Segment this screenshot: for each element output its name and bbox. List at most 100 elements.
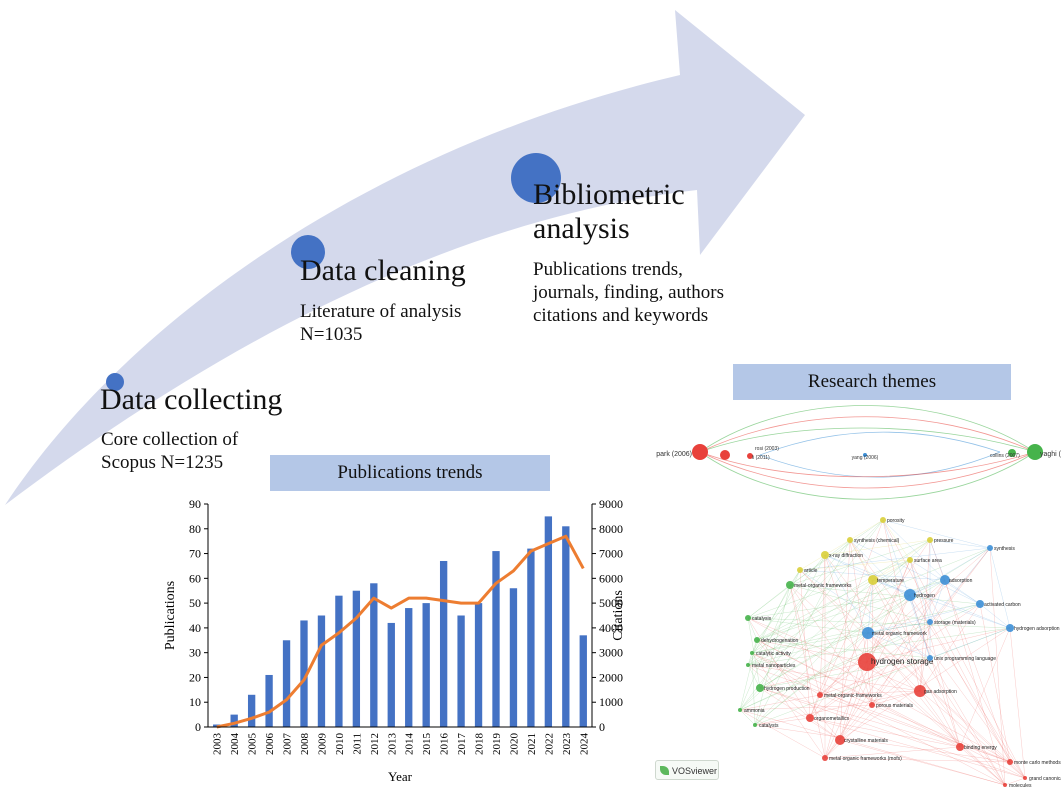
left-tick-label-80: 80 [189, 522, 201, 536]
keyword-node-yellow [927, 537, 933, 543]
keyword-edge [747, 617, 758, 641]
citations-line [216, 534, 585, 729]
keyword-edge [824, 554, 873, 706]
keyword-edge [824, 554, 1006, 786]
bar-2004 [230, 714, 238, 727]
keyword-edge [867, 603, 981, 634]
keyword-node-blue [904, 589, 916, 601]
keyword-edge [849, 519, 884, 541]
keyword-node-blue [976, 600, 984, 608]
left-tick-label-30: 30 [189, 646, 201, 660]
keyword-edge [824, 547, 991, 759]
keyword-edge [919, 621, 931, 692]
x-tick-label-2007: 2007 [282, 733, 294, 756]
right-tick-label-0: 0 [599, 720, 605, 734]
bar-2005 [247, 694, 256, 727]
citation-node [1008, 449, 1016, 457]
keyword-label-yellow: x-ray diffraction [829, 553, 863, 559]
keyword-edge [739, 694, 821, 711]
keyword-label-blue: activated carbon [984, 602, 1021, 608]
keyword-edge [756, 639, 1026, 779]
x-tick-label-2020: 2020 [508, 733, 520, 756]
keyword-edge [754, 539, 851, 726]
keyword-label-blue: adsorption [949, 578, 973, 584]
keyword-edge [747, 594, 911, 619]
keyword-node-blue [987, 545, 993, 551]
keyword-edge [759, 687, 961, 748]
bar-2009 [317, 615, 326, 727]
keyword-edge [979, 603, 1011, 629]
keyword-label-green: metal-organic frameworks [794, 583, 852, 589]
bar-2020 [509, 588, 518, 727]
keyword-node-red [1007, 759, 1013, 765]
keyword-edge [824, 539, 931, 556]
keyword-edge [754, 584, 791, 726]
left-tick-label-40: 40 [189, 621, 201, 635]
keyword-edge [909, 594, 1026, 779]
keyword-edge [1004, 777, 1026, 786]
stage-desc-cleaning: Literature of analysis N=1035 [300, 301, 462, 345]
keyword-edge [872, 579, 1011, 629]
keyword-edge [909, 594, 961, 748]
keyword-edge [819, 579, 874, 696]
x-tick-label-2013: 2013 [386, 733, 398, 756]
keyword-edge [747, 539, 851, 666]
right-tick-label-5000: 5000 [599, 596, 623, 610]
stage-title-cleaning: Data cleaning [300, 254, 466, 287]
publications-chart: 0 10 20 30 40 50 60 70 80 90 0 1000 2000 3000 4000 5000… [163, 497, 626, 784]
keyword-edge [756, 579, 946, 641]
right-tick-label-9000: 9000 [599, 497, 623, 511]
keyword-edge [747, 664, 1011, 763]
vosviewer-logo-icon [660, 766, 669, 775]
left-tick-label-0: 0 [195, 720, 201, 734]
bar-2018 [474, 603, 483, 727]
keyword-edge [751, 539, 931, 654]
keyword-edge [754, 717, 811, 726]
y2-axis-title: Citations [611, 590, 626, 641]
keyword-edge [989, 547, 1006, 786]
x-tick-label-2014: 2014 [404, 733, 416, 756]
keyword-edge [747, 617, 1011, 763]
keyword-label-green: metal nanoparticles [752, 663, 796, 669]
keyword-edge [989, 547, 1011, 629]
keyword-edge [824, 579, 874, 759]
keyword-edge [824, 554, 869, 634]
keyword-label-red: binding energy [964, 745, 997, 751]
bar-2012 [370, 583, 378, 727]
keyword-edge [1009, 761, 1026, 779]
keyword-edge [849, 539, 961, 748]
keyword-edge [751, 652, 873, 706]
keyword-edge [839, 739, 1006, 786]
keyword-edge [839, 539, 851, 741]
keyword-edge [866, 627, 1011, 663]
x-tick-label-2024: 2024 [578, 733, 590, 756]
keyword-edge [882, 519, 911, 561]
keyword-edge [959, 746, 1006, 786]
keyword-edge [1009, 627, 1026, 779]
citation-label: yang (2006) [852, 455, 879, 461]
keyword-edge [909, 594, 931, 659]
left-tick-label-90: 90 [189, 497, 201, 511]
keyword-label-green: catalysts [759, 723, 779, 729]
left-tick-label-60: 60 [189, 571, 201, 585]
stage-dot-collecting [106, 373, 124, 391]
keyword-label-blue: hydrogen [914, 593, 935, 599]
keyword-edge [824, 554, 911, 596]
keyword-edge [929, 579, 946, 623]
bar-2023 [562, 526, 570, 727]
citation-network: park (2006) li (2011) yaghi (2003) yang (20… [656, 405, 1061, 500]
keyword-edge [751, 621, 931, 654]
keyword-edge [909, 559, 931, 623]
citation-label: collins (2007) [990, 453, 1020, 459]
keyword-label-blue: synthesis [994, 546, 1015, 552]
keyword-edge [759, 579, 874, 689]
vosviewer-network-panel: park (2006) li (2011) yaghi (2003) yang (20… [656, 405, 1061, 789]
citation-label: rosi (2003) [755, 446, 779, 452]
keyword-edge [747, 652, 753, 666]
keyword-edge [824, 539, 851, 556]
citation-arc [759, 431, 1001, 456]
keyword-edge [979, 603, 1011, 763]
keyword-node-green [786, 581, 794, 589]
keyword-label-green: dehydrogenation [761, 638, 798, 644]
keyword-edge [799, 554, 826, 571]
